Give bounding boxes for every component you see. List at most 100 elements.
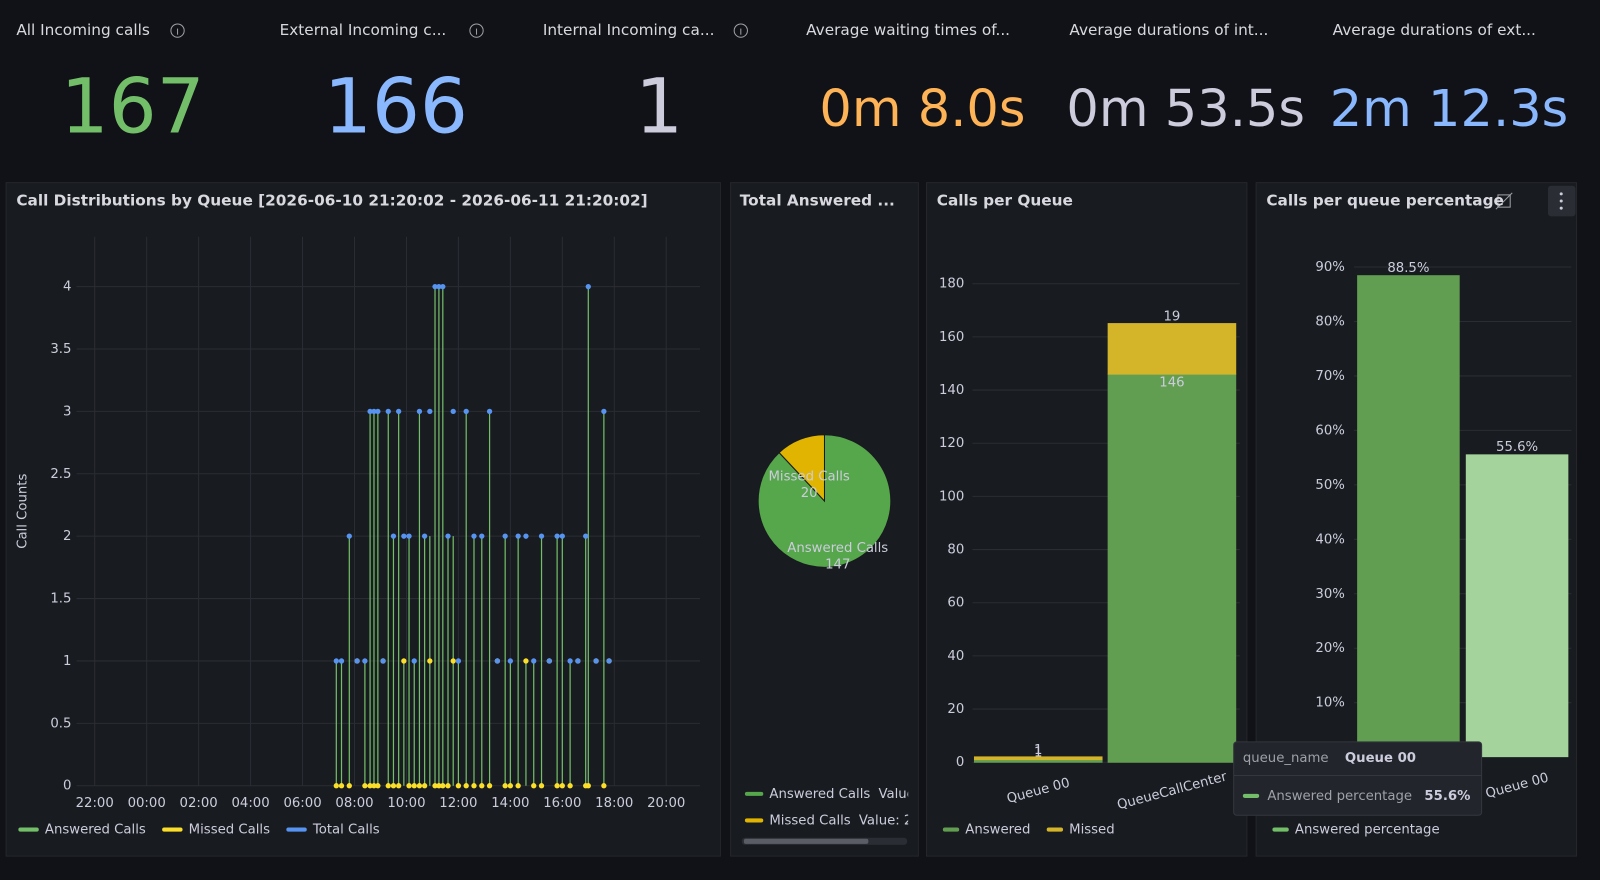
y-tick-label: 160 [939, 330, 964, 345]
y-tick-label: 4 [63, 280, 71, 295]
stat-title: Internal Incoming ca... [543, 21, 715, 39]
total-point [375, 408, 381, 415]
slice-label: Missed Calls [769, 470, 850, 485]
y-tick-label: 20% [1315, 641, 1344, 656]
total-point [523, 533, 529, 539]
panel-title: Calls per queue percentage [1266, 192, 1504, 210]
y-tick-label: 80 [947, 543, 964, 558]
missed-point [486, 783, 493, 789]
y-tick-label: 80% [1315, 314, 1344, 329]
y-tick-label: 0 [956, 755, 964, 770]
missed-point [445, 783, 451, 789]
legend-label[interactable]: Missed Calls [769, 813, 850, 828]
missed-point [346, 783, 352, 789]
missed-point [432, 783, 438, 789]
x-tick-label: 16:00 [543, 796, 581, 811]
panel-menu[interactable] [1547, 185, 1576, 217]
total-point [390, 533, 397, 539]
bar-segment [973, 756, 1103, 761]
bar [1465, 454, 1569, 758]
total-point [333, 658, 339, 664]
y-tick-label: 2 [63, 529, 71, 544]
total-point [432, 283, 438, 290]
legend-label[interactable]: Answered Calls [45, 823, 146, 838]
total-point [411, 658, 417, 664]
total-point [421, 533, 428, 539]
missed-point [440, 783, 446, 789]
tooltip: queue_name Queue 00 Answered percentage 55.… [1233, 741, 1483, 816]
missed-point [436, 783, 442, 789]
y-tick-label: 0.5 [50, 716, 71, 731]
value-label: 19 [1163, 309, 1180, 324]
missed-point [367, 783, 373, 789]
total-point [601, 408, 607, 415]
stat-title: Average durations of ext... [1333, 21, 1536, 39]
total-point [445, 533, 451, 539]
scrollbar-thumb[interactable] [743, 838, 869, 844]
legend-label[interactable]: Missed Calls [189, 823, 270, 838]
total-point [531, 658, 537, 664]
y-tick-label: 180 [939, 277, 964, 292]
x-tick-label: 20:00 [647, 796, 685, 811]
total-point [515, 533, 521, 539]
total-point [367, 408, 373, 415]
stat-value: 1 [635, 63, 683, 151]
missed-point [338, 783, 345, 789]
total-point [494, 658, 501, 664]
info-icon[interactable] [170, 23, 185, 38]
stat-value: 167 [61, 63, 205, 151]
total-point [606, 658, 612, 664]
legend-value: 20 [904, 813, 921, 828]
y-tick-label: 3 [63, 404, 71, 419]
y-tick-label: 70% [1315, 369, 1344, 384]
legend-label[interactable]: Missed [1069, 823, 1114, 838]
total-point [338, 658, 345, 664]
missed-point [333, 783, 339, 789]
stat-value: 0m 8.0s [819, 80, 1025, 139]
total-point [575, 658, 581, 664]
legend-label[interactable]: Answered [965, 823, 1030, 838]
total-point [546, 658, 552, 664]
missed-point [471, 783, 477, 789]
link-icon[interactable] [1495, 192, 1513, 210]
legend-label[interactable]: Answered percentage [1295, 823, 1440, 838]
tooltip-value: 55.6% [1424, 789, 1470, 804]
y-tick-label: 20 [947, 702, 964, 717]
legend-label[interactable]: Answered Calls [769, 787, 870, 802]
info-icon[interactable] [733, 23, 748, 38]
x-tick-label: 02:00 [180, 796, 218, 811]
total-point [479, 533, 485, 539]
total-point [396, 408, 402, 415]
x-tick-label: 10:00 [387, 796, 425, 811]
total-point [471, 533, 477, 539]
info-icon[interactable] [469, 23, 484, 38]
total-point [416, 408, 423, 415]
missed-point [371, 783, 377, 789]
total-point [354, 658, 360, 664]
total-point [371, 408, 377, 415]
total-point [567, 658, 573, 664]
total-point [455, 658, 462, 664]
missed-point [531, 783, 537, 789]
missed-point [416, 783, 423, 789]
x-tick-label: 14:00 [491, 796, 529, 811]
total-point [401, 533, 407, 539]
missed-point [390, 783, 397, 789]
stat-value: 2m 12.3s [1330, 80, 1569, 139]
total-point [559, 533, 565, 539]
y-tick-label: 2.5 [50, 467, 71, 482]
total-point [463, 408, 469, 415]
legend-label[interactable]: Total Calls [312, 823, 380, 838]
total-point [427, 408, 433, 415]
missed-point [455, 783, 462, 789]
total-point [406, 533, 412, 539]
missed-point [421, 783, 428, 789]
missed-point [601, 783, 607, 789]
stat-value: 166 [324, 63, 468, 151]
y-tick-label: 50% [1315, 478, 1344, 493]
missed-point [538, 783, 545, 789]
total-point [486, 408, 493, 415]
bar [1357, 275, 1460, 758]
total-point [502, 533, 508, 539]
